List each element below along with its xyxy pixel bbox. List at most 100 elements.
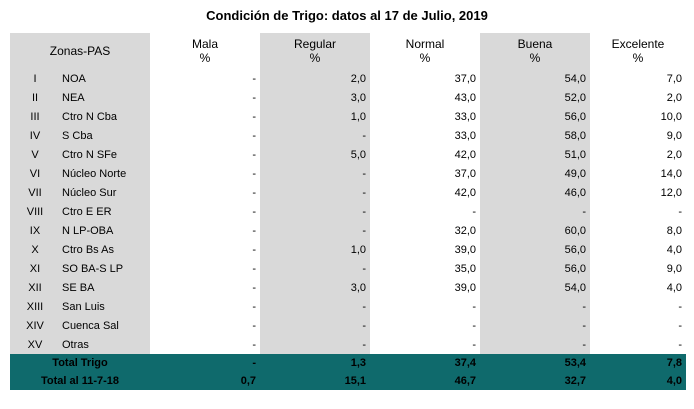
value-cell: - [480,335,590,354]
value-cell: 9,0 [590,126,686,145]
value-cell: 51,0 [480,145,590,164]
total-value-cell: 53,4 [480,354,590,372]
value-cell: - [590,202,686,221]
value-cell: 14,0 [590,164,686,183]
value-cell: 4,0 [590,240,686,259]
zone-name: SO BA-S LP [60,259,150,278]
unit-label: % [370,51,480,69]
value-cell: 54,0 [480,69,590,88]
value-cell: 43,0 [370,88,480,107]
total-value-cell: 4,0 [590,372,686,390]
value-cell: - [590,316,686,335]
zone-name: Ctro N SFe [60,145,150,164]
zone-name: Cuenca Sal [60,316,150,335]
value-cell: - [260,316,370,335]
table-row: VII Núcleo Sur - -42,0 46,0 12,0 [10,183,686,202]
value-cell: - [150,164,260,183]
zone-number: XIV [10,316,60,335]
total-row: Total Trigo -1,3 37,4 53,4 7,8 [10,354,686,372]
zone-number: V [10,145,60,164]
zone-number: X [10,240,60,259]
total-row: Total al 11-7-18 0,7 15,1 46,7 32,7 4,0 [10,372,686,390]
value-cell: - [150,240,260,259]
value-cell: 3,0 [260,278,370,297]
value-cell: - [150,107,260,126]
table-row: II NEA -3,0 43,0 52,0 2,0 [10,88,686,107]
unit-label: % [150,51,260,69]
value-cell: - [260,126,370,145]
value-cell: - [370,297,480,316]
zone-name: Núcleo Sur [60,183,150,202]
value-cell: 8,0 [590,221,686,240]
value-cell: 2,0 [590,88,686,107]
zone-number: VII [10,183,60,202]
wheat-condition-table: Zonas-PAS Mala Regular Normal Buena Exce… [10,33,686,390]
value-cell: - [480,297,590,316]
zone-name: Otras [60,335,150,354]
zone-name: S Cba [60,126,150,145]
table-row: XIV Cuenca Sal - - - - - [10,316,686,335]
zone-name: Ctro Bs As [60,240,150,259]
value-cell: - [150,316,260,335]
col-header-excelente: Excelente [590,33,686,51]
zone-number: I [10,69,60,88]
value-cell: 46,0 [480,183,590,202]
zone-number: IV [10,126,60,145]
table-row: V Ctro N SFe -5,0 42,0 51,0 2,0 [10,145,686,164]
value-cell: - [150,183,260,202]
value-cell: 56,0 [480,259,590,278]
value-cell: 42,0 [370,183,480,202]
value-cell: 9,0 [590,259,686,278]
table-row: XII SE BA -3,0 39,0 54,0 4,0 [10,278,686,297]
total-label: Total Trigo [10,354,150,372]
total-value-cell: 46,7 [370,372,480,390]
total-label: Total al 11-7-18 [10,372,150,390]
zone-number: XV [10,335,60,354]
value-cell: 1,0 [260,240,370,259]
zone-number: VIII [10,202,60,221]
value-cell: 32,0 [370,221,480,240]
value-cell: 1,0 [260,107,370,126]
value-cell: - [260,259,370,278]
zone-header: Zonas-PAS [10,33,150,69]
value-cell: 52,0 [480,88,590,107]
value-cell: - [370,316,480,335]
table-row: XIII San Luis - - - - - [10,297,686,316]
table-row: I NOA -2,0 37,0 54,0 7,0 [10,69,686,88]
total-value-cell: 15,1 [260,372,370,390]
value-cell: - [480,202,590,221]
value-cell: - [260,335,370,354]
unit-label: % [260,51,370,69]
value-cell: - [590,335,686,354]
value-cell: 39,0 [370,240,480,259]
zone-number: III [10,107,60,126]
value-cell: - [150,202,260,221]
zone-number: IX [10,221,60,240]
col-header-mala: Mala [150,33,260,51]
value-cell: 3,0 [260,88,370,107]
zone-number: II [10,88,60,107]
value-cell: - [150,88,260,107]
zone-number: XIII [10,297,60,316]
table-row: IV S Cba - -33,0 58,0 9,0 [10,126,686,145]
total-value-cell: 7,8 [590,354,686,372]
value-cell: 33,0 [370,126,480,145]
value-cell: - [370,335,480,354]
value-cell: - [480,316,590,335]
value-cell: 58,0 [480,126,590,145]
zone-number: XII [10,278,60,297]
value-cell: - [260,297,370,316]
value-cell: - [150,221,260,240]
value-cell: - [260,164,370,183]
value-cell: - [370,202,480,221]
value-cell: 56,0 [480,107,590,126]
unit-label: % [590,51,686,69]
total-value-cell: 37,4 [370,354,480,372]
table-title: Condición de Trigo: datos al 17 de Julio… [206,8,488,23]
value-cell: 7,0 [590,69,686,88]
value-cell: 10,0 [590,107,686,126]
value-cell: 37,0 [370,69,480,88]
value-cell: - [150,259,260,278]
zone-name: NEA [60,88,150,107]
value-cell: - [150,69,260,88]
